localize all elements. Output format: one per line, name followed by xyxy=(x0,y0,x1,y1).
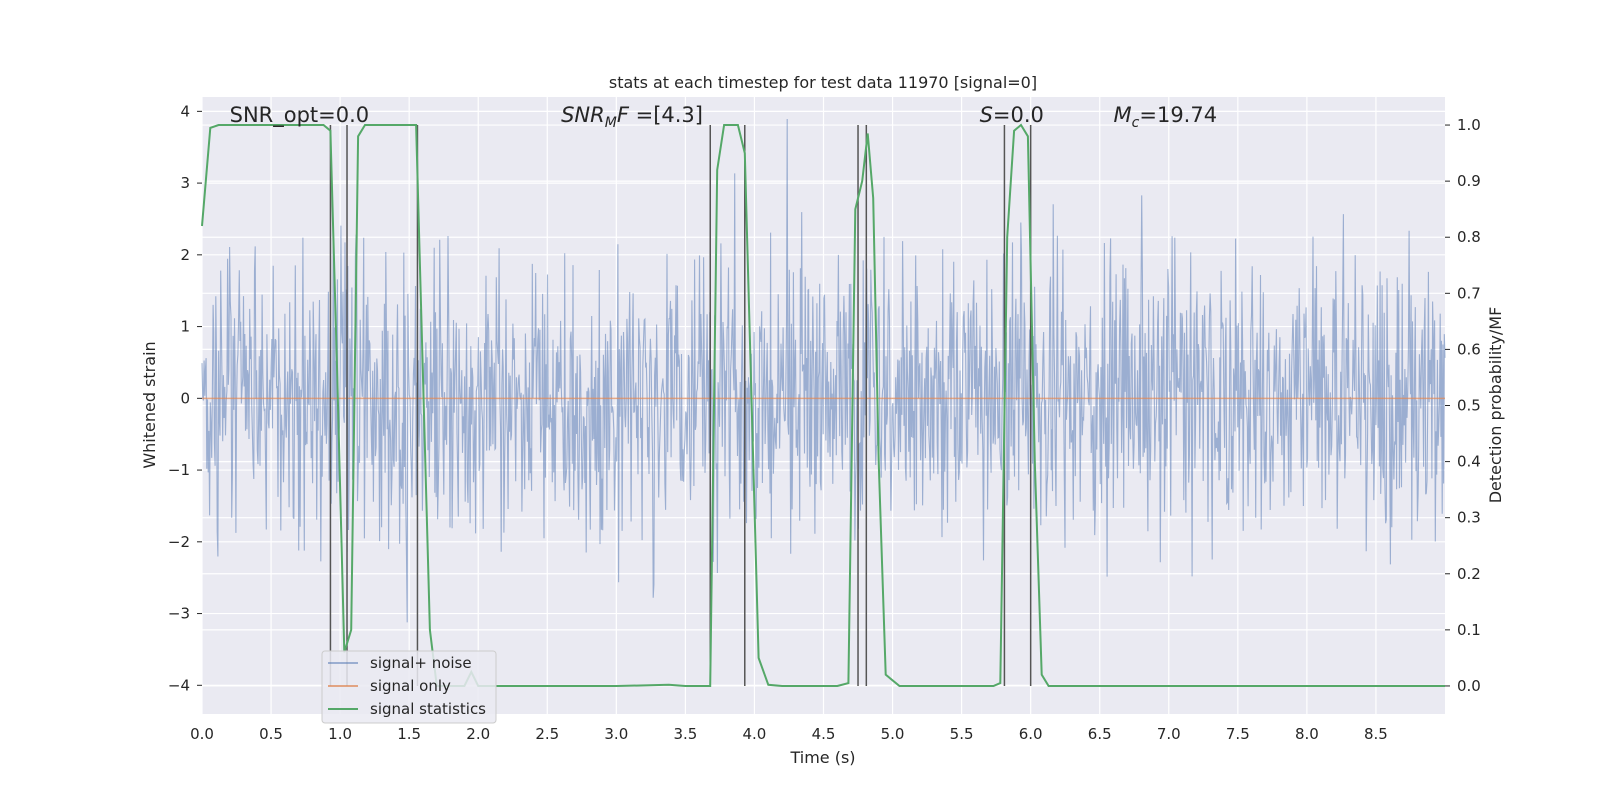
x-tick-label: 0.0 xyxy=(190,725,214,743)
x-tick-label: 2.0 xyxy=(466,725,490,743)
x-tick-label: 5.5 xyxy=(950,725,974,743)
y-tick-label: 3 xyxy=(180,174,190,192)
plot-area xyxy=(201,97,1446,714)
x-tick-label: 4.5 xyxy=(812,725,836,743)
x-axis-label: Time (s) xyxy=(789,748,855,767)
signal-statistics-series xyxy=(201,123,1445,687)
y2-tick-label: 0.1 xyxy=(1457,621,1481,639)
x-tick-label: 6.5 xyxy=(1088,725,1112,743)
legend: signal+ noise signal only signal statist… xyxy=(321,650,497,724)
s-main: S xyxy=(980,103,993,127)
signal-noise-line xyxy=(201,118,1446,623)
mc-main: M xyxy=(1114,103,1132,127)
y2-tick-label: 0.8 xyxy=(1457,228,1481,246)
mc-sub: c xyxy=(1132,115,1140,131)
y2-axis-label: Detection probability/MF xyxy=(1486,307,1505,504)
legend-label-signal: signal only xyxy=(370,677,451,695)
legend-label-statistics: signal statistics xyxy=(370,700,486,718)
y-tick-label: −2 xyxy=(168,533,190,551)
mc-annotation: Mc=19.74 xyxy=(1114,103,1218,131)
x-tick-label: 3.5 xyxy=(673,725,697,743)
snr-mf-main: SNR xyxy=(561,103,605,127)
y2-tick-label: 0.9 xyxy=(1457,172,1481,190)
annotations: SNR_opt=0.0 SNRMF =[4.3] S=0.0 Mc=19.74 xyxy=(230,103,1217,131)
y2-tick-label: 0.6 xyxy=(1457,340,1481,358)
x-tick-label: 0.5 xyxy=(259,725,283,743)
snr-mf-annotation: SNRMF =[4.3] xyxy=(561,103,703,131)
snr-mf-tail: =[4.3] xyxy=(636,103,703,127)
y-axis-ticks: 4 3 2 1 0 −1 −2 −3 −4 xyxy=(168,102,202,694)
x-axis-ticks: 0.0 0.5 1.0 1.5 2.0 2.5 3.0 3.5 4.0 4.5 5.0 5.5 6.0 6… xyxy=(190,725,1388,743)
y2-tick-label: 0.4 xyxy=(1457,453,1481,471)
x-tick-label: 6.0 xyxy=(1019,725,1043,743)
y-tick-label: −1 xyxy=(168,461,190,479)
y2-axis-ticks: 1.0 0.9 0.8 0.7 0.6 0.5 0.4 0.3 0.2 0.1 0.0 xyxy=(1445,116,1481,695)
y-axis-label: Whitened strain xyxy=(140,341,159,468)
y2-tick-label: 0.3 xyxy=(1457,509,1481,527)
x-tick-label: 2.5 xyxy=(535,725,559,743)
signal-noise-series xyxy=(201,118,1446,623)
x-tick-label: 1.5 xyxy=(397,725,421,743)
x-tick-label: 3.0 xyxy=(604,725,628,743)
y2-tick-label: 0.7 xyxy=(1457,284,1481,302)
x-tick-label: 8.0 xyxy=(1295,725,1319,743)
snr-mf-sub: M xyxy=(605,115,617,131)
x-tick-label: 1.0 xyxy=(328,725,352,743)
s-annotation: S=0.0 xyxy=(980,103,1044,127)
x-tick-label: 7.0 xyxy=(1157,725,1181,743)
y2-tick-label: 0.5 xyxy=(1457,397,1481,415)
snr-opt-annotation: SNR_opt=0.0 xyxy=(230,103,370,128)
y2-tick-label: 0.0 xyxy=(1457,677,1481,695)
y2-tick-label: 0.2 xyxy=(1457,565,1481,583)
x-tick-label: 8.5 xyxy=(1364,725,1388,743)
y-tick-label: 4 xyxy=(180,102,190,120)
x-tick-label: 4.0 xyxy=(743,725,767,743)
y2-tick-label: 1.0 xyxy=(1457,116,1481,134)
legend-box xyxy=(321,650,497,724)
mc-tail: =19.74 xyxy=(1139,103,1217,127)
chart-title: stats at each timestep for test data 119… xyxy=(609,73,1037,92)
snr-mf-tail-italic: F xyxy=(617,103,630,127)
y-tick-label: 1 xyxy=(180,318,190,336)
x-tick-label: 7.5 xyxy=(1226,725,1250,743)
y-tick-label: −4 xyxy=(168,676,190,694)
s-tail: =0.0 xyxy=(993,103,1044,127)
legend-label-noise: signal+ noise xyxy=(370,654,472,672)
y-tick-label: 0 xyxy=(180,389,190,407)
y-tick-label: −3 xyxy=(168,605,190,623)
x-tick-label: 5.0 xyxy=(881,725,905,743)
y-tick-label: 2 xyxy=(180,246,190,264)
signal-statistics-line xyxy=(201,123,1445,687)
